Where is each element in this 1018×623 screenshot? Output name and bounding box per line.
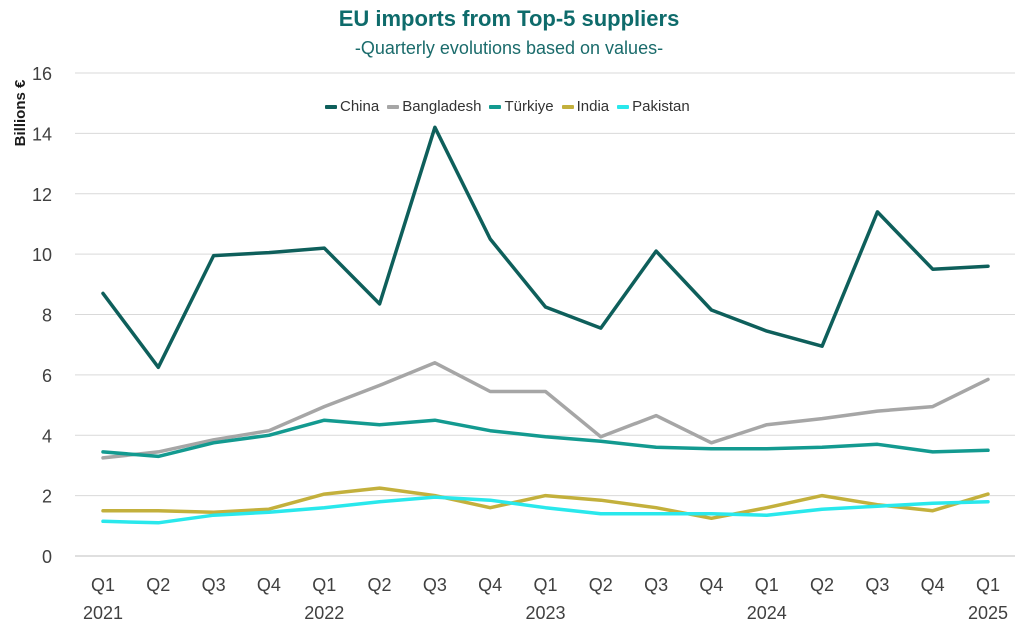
x-year-label: 2024 xyxy=(747,603,787,623)
x-tick-label: Q2 xyxy=(589,575,613,595)
y-tick-label: 2 xyxy=(42,487,52,507)
x-tick-label: Q1 xyxy=(533,575,557,595)
y-axis-title: Billions € xyxy=(12,79,29,146)
series-line-bangladesh xyxy=(101,361,990,460)
x-tick-label: Q1 xyxy=(976,575,1000,595)
x-tick-label: Q3 xyxy=(644,575,668,595)
y-tick-label: 0 xyxy=(42,547,52,567)
legend-item: India xyxy=(561,98,610,115)
series-line-china xyxy=(101,125,990,370)
x-tick-label: Q2 xyxy=(146,575,170,595)
x-year-label: 2021 xyxy=(83,603,123,623)
series-line-t-rkiye xyxy=(101,418,990,459)
x-tick-label: Q3 xyxy=(423,575,447,595)
legend-label: Türkiye xyxy=(504,98,554,115)
x-tick-label: Q2 xyxy=(368,575,392,595)
legend-swatch xyxy=(561,104,574,109)
chart-legend: China Bangladesh Türkiye India Pakistan xyxy=(325,98,690,115)
legend-label: China xyxy=(340,98,380,115)
chart-subtitle: -Quarterly evolutions based on values- xyxy=(354,38,664,58)
y-tick-label: 4 xyxy=(42,426,52,446)
x-tick-label: Q4 xyxy=(257,575,281,595)
x-tick-label: Q2 xyxy=(810,575,834,595)
legend-swatch xyxy=(387,104,400,109)
x-tick-label: Q4 xyxy=(699,575,723,595)
legend-item: Pakistan xyxy=(617,98,690,115)
legend-item: China xyxy=(325,98,379,115)
legend-swatch xyxy=(325,104,337,109)
x-tick-label: Q4 xyxy=(921,575,945,595)
legend-swatch xyxy=(489,104,502,109)
x-tick-label: Q3 xyxy=(202,575,226,595)
x-tick-label: Q3 xyxy=(865,575,889,595)
x-tick-label: Q1 xyxy=(755,575,779,595)
series-line-india xyxy=(101,486,990,521)
y-tick-label: 10 xyxy=(32,245,52,265)
legend-label: India xyxy=(576,98,610,115)
y-tick-label: 8 xyxy=(42,306,52,326)
x-tick-label: Q4 xyxy=(478,575,502,595)
legend-swatch xyxy=(617,104,630,109)
x-year-label: 2025 xyxy=(968,603,1008,623)
y-tick-label: 6 xyxy=(42,366,52,386)
x-tick-label: Q1 xyxy=(91,575,115,595)
series-line-pakistan xyxy=(101,495,990,525)
legend-label: Pakistan xyxy=(632,98,690,115)
y-tick-label: 12 xyxy=(32,185,52,205)
legend-item: Türkiye xyxy=(489,98,554,115)
x-year-label: 2023 xyxy=(525,603,565,623)
x-tick-label: Q1 xyxy=(312,575,336,595)
y-tick-label: 16 xyxy=(32,64,52,84)
x-year-label: 2022 xyxy=(304,603,344,623)
chart-title: EU imports from Top-5 suppliers xyxy=(338,6,680,31)
legend-label: Bangladesh xyxy=(402,98,482,115)
y-tick-label: 14 xyxy=(32,124,52,144)
legend-item: Bangladesh xyxy=(387,98,481,115)
